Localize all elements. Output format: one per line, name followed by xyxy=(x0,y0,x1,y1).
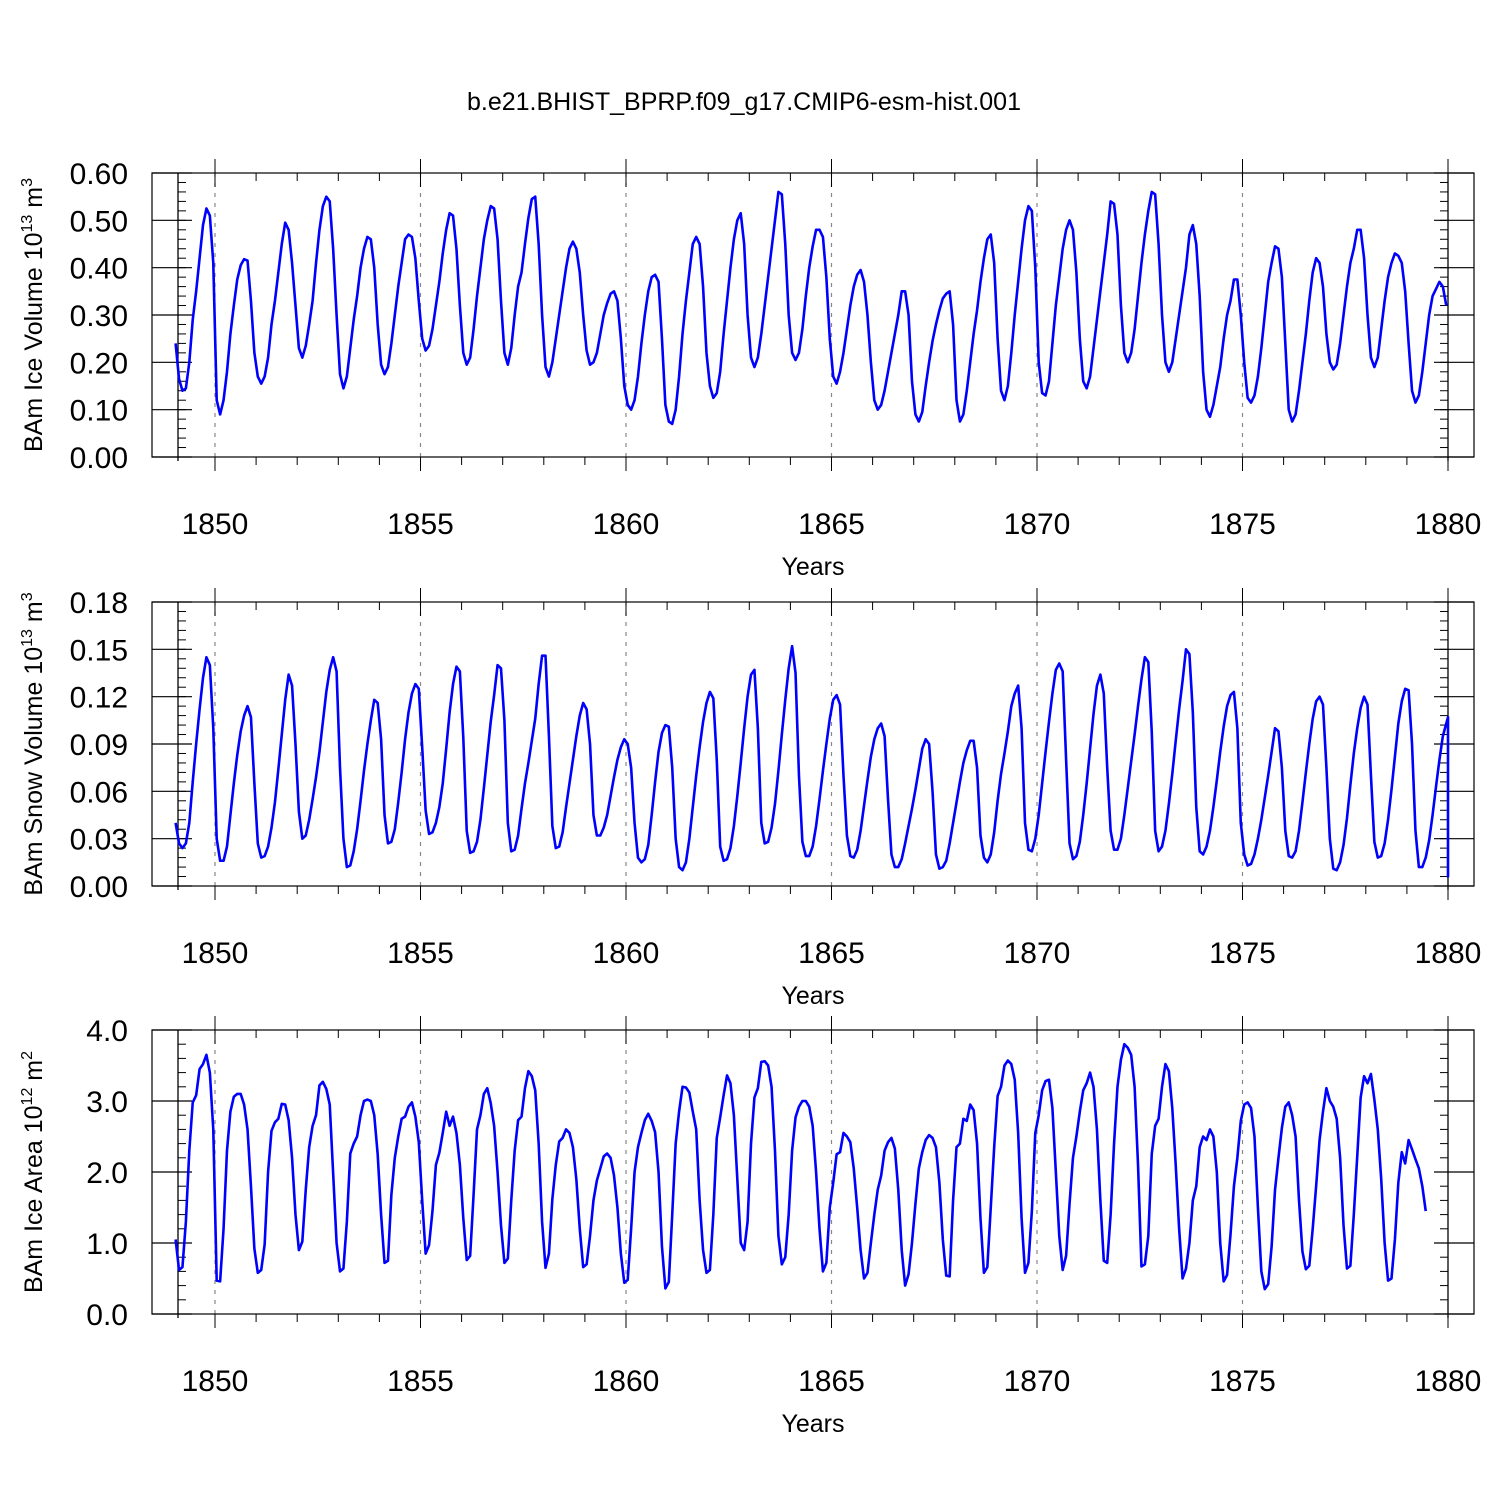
y-tick-label: 0.06 xyxy=(70,776,128,809)
chart-panel-2: 0.00 0.03 0.06 0.09 0.12 0.15 0.18 1850 1855 1860… xyxy=(19,587,1481,1010)
y-tick-label: 0.15 xyxy=(70,634,128,667)
x-axis-label: Years xyxy=(781,982,844,1010)
chart-panel-1: 0.00 0.10 0.20 0.30 0.40 0.50 0.60 1850 1855 1860… xyxy=(19,158,1481,581)
y-tick-label: 0.40 xyxy=(70,253,128,286)
x-tick-label: 1860 xyxy=(593,508,660,541)
y-tick-label: 0.50 xyxy=(70,205,128,238)
figure-title: b.e21.BHIST_BPRP.f09_g17.CMIP6-esm-hist.… xyxy=(467,88,1021,116)
x-tick-label: 1855 xyxy=(387,1365,454,1398)
y-tick-label: 1.0 xyxy=(86,1228,128,1261)
x-tick-label: 1880 xyxy=(1415,937,1482,970)
y-tick-label: 0.30 xyxy=(70,300,128,333)
y-axis-label-unit: m xyxy=(20,1060,48,1088)
y-tick-label: 0.00 xyxy=(70,871,128,904)
y-tick-label: 0.0 xyxy=(86,1299,128,1332)
x-tick-label: 1875 xyxy=(1209,508,1276,541)
y-tick-label: 0.09 xyxy=(70,729,128,762)
x-axis-label: Years xyxy=(781,553,844,581)
x-tick-label: 1875 xyxy=(1209,1365,1276,1398)
x-tick-label: 1855 xyxy=(387,508,454,541)
x-tick-label: 1850 xyxy=(182,1365,249,1398)
y-tick-label: 2.0 xyxy=(86,1157,128,1190)
y-tick-label: 0.03 xyxy=(70,824,128,857)
y-axis-label-exponent: 13 xyxy=(19,629,36,647)
x-tick-label: 1860 xyxy=(593,1365,660,1398)
y-tick-label: 3.0 xyxy=(86,1086,128,1119)
x-tick-label: 1850 xyxy=(182,937,249,970)
y-axis-label-unit-exponent: 2 xyxy=(19,1051,36,1060)
y-tick-label: 0.60 xyxy=(70,158,128,191)
x-tick-label: 1870 xyxy=(1004,1365,1071,1398)
x-tick-label: 1860 xyxy=(593,937,660,970)
y-axis-label-main: BAm Ice Area 10 xyxy=(20,1105,48,1293)
y-axis-label-unit: m xyxy=(20,601,48,629)
plot-frame xyxy=(151,172,1475,458)
y-axis-label-exponent: 12 xyxy=(19,1088,36,1106)
y-axis-label-main: BAm Ice Volume 10 xyxy=(20,232,48,452)
x-tick-label: 1875 xyxy=(1209,937,1276,970)
y-axis-label-main: BAm Snow Volume 10 xyxy=(20,647,48,896)
chart-panel-3: 0.0 1.0 2.0 3.0 4.0 1850 1855 1860 1865 1870 1875 1… xyxy=(19,1015,1481,1438)
x-axis-label: Years xyxy=(781,1410,844,1438)
series-line xyxy=(174,1042,1428,1291)
y-axis-label-unit-exponent: 3 xyxy=(19,592,36,601)
x-tick-label: 1865 xyxy=(798,937,865,970)
y-axis-label: BAm Snow Volume 1013 m3 xyxy=(19,592,48,895)
x-tick-label: 1865 xyxy=(798,1365,865,1398)
x-tick-label: 1870 xyxy=(1004,508,1071,541)
y-tick-label: 0.20 xyxy=(70,347,128,380)
y-tick-label: 0.10 xyxy=(70,395,128,428)
x-tick-label: 1880 xyxy=(1415,1365,1482,1398)
y-tick-label: 4.0 xyxy=(86,1015,128,1048)
x-tick-label: 1880 xyxy=(1415,508,1482,541)
x-tick-label: 1870 xyxy=(1004,937,1071,970)
x-tick-label: 1850 xyxy=(182,508,249,541)
x-tick-label: 1855 xyxy=(387,937,454,970)
y-tick-label: 0.18 xyxy=(70,587,128,620)
y-axis-label-unit: m xyxy=(20,187,48,215)
y-axis-label: BAm Ice Volume 1013 m3 xyxy=(19,178,48,452)
y-axis-label-exponent: 13 xyxy=(19,215,36,233)
y-axis-label-unit-exponent: 3 xyxy=(19,178,36,187)
y-tick-label: 0.00 xyxy=(70,442,128,475)
y-tick-label: 0.12 xyxy=(70,682,128,715)
x-tick-label: 1865 xyxy=(798,508,865,541)
series-line xyxy=(174,644,1450,878)
series-line xyxy=(174,190,1448,426)
y-axis-label: BAm Ice Area 1012 m2 xyxy=(19,1051,48,1293)
